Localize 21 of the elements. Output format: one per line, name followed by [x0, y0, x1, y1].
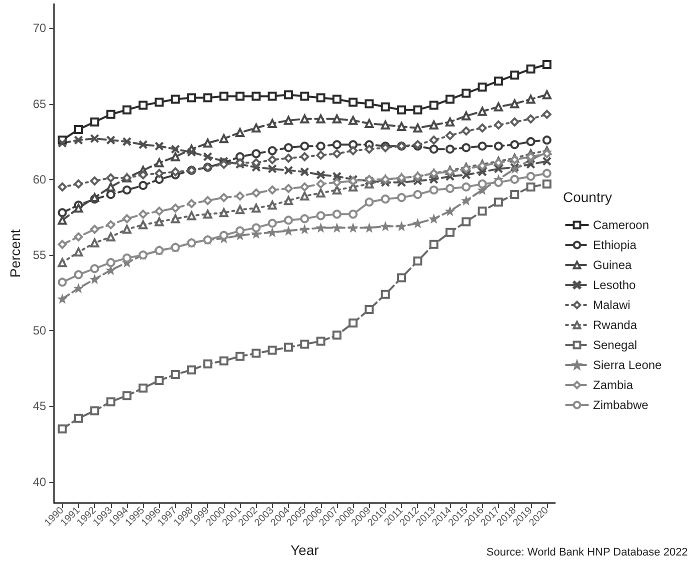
legend-title: Country — [563, 189, 612, 205]
y-tick-label: 55 — [32, 248, 47, 262]
y-tick-label: 65 — [32, 96, 47, 111]
y-tick-label: 40 — [32, 474, 47, 489]
legend-label: Zimbabwe — [593, 398, 649, 412]
legend-label: Guinea — [593, 258, 632, 272]
legend-label: Zambia — [593, 378, 634, 392]
legend-label: Rwanda — [593, 318, 638, 332]
legend-label: Ethiopia — [593, 238, 637, 252]
legend-label: Malawi — [593, 298, 630, 312]
legend-label: Sierra Leone — [593, 358, 662, 372]
legend-label: Senegal — [593, 338, 638, 352]
y-tick-label: 60 — [32, 172, 47, 186]
y-tick-label: 50 — [32, 324, 47, 338]
y-tick-label: 70 — [32, 21, 47, 36]
y-tick-label: 45 — [32, 399, 47, 414]
y-axis-title: Percent — [7, 229, 23, 278]
legend-label: Lesotho — [593, 278, 636, 292]
x-axis-title: Year — [290, 542, 320, 558]
source-note: Source: World Bank HNP Database 2022 — [486, 546, 688, 558]
legend-label: Cameroon — [593, 218, 650, 232]
